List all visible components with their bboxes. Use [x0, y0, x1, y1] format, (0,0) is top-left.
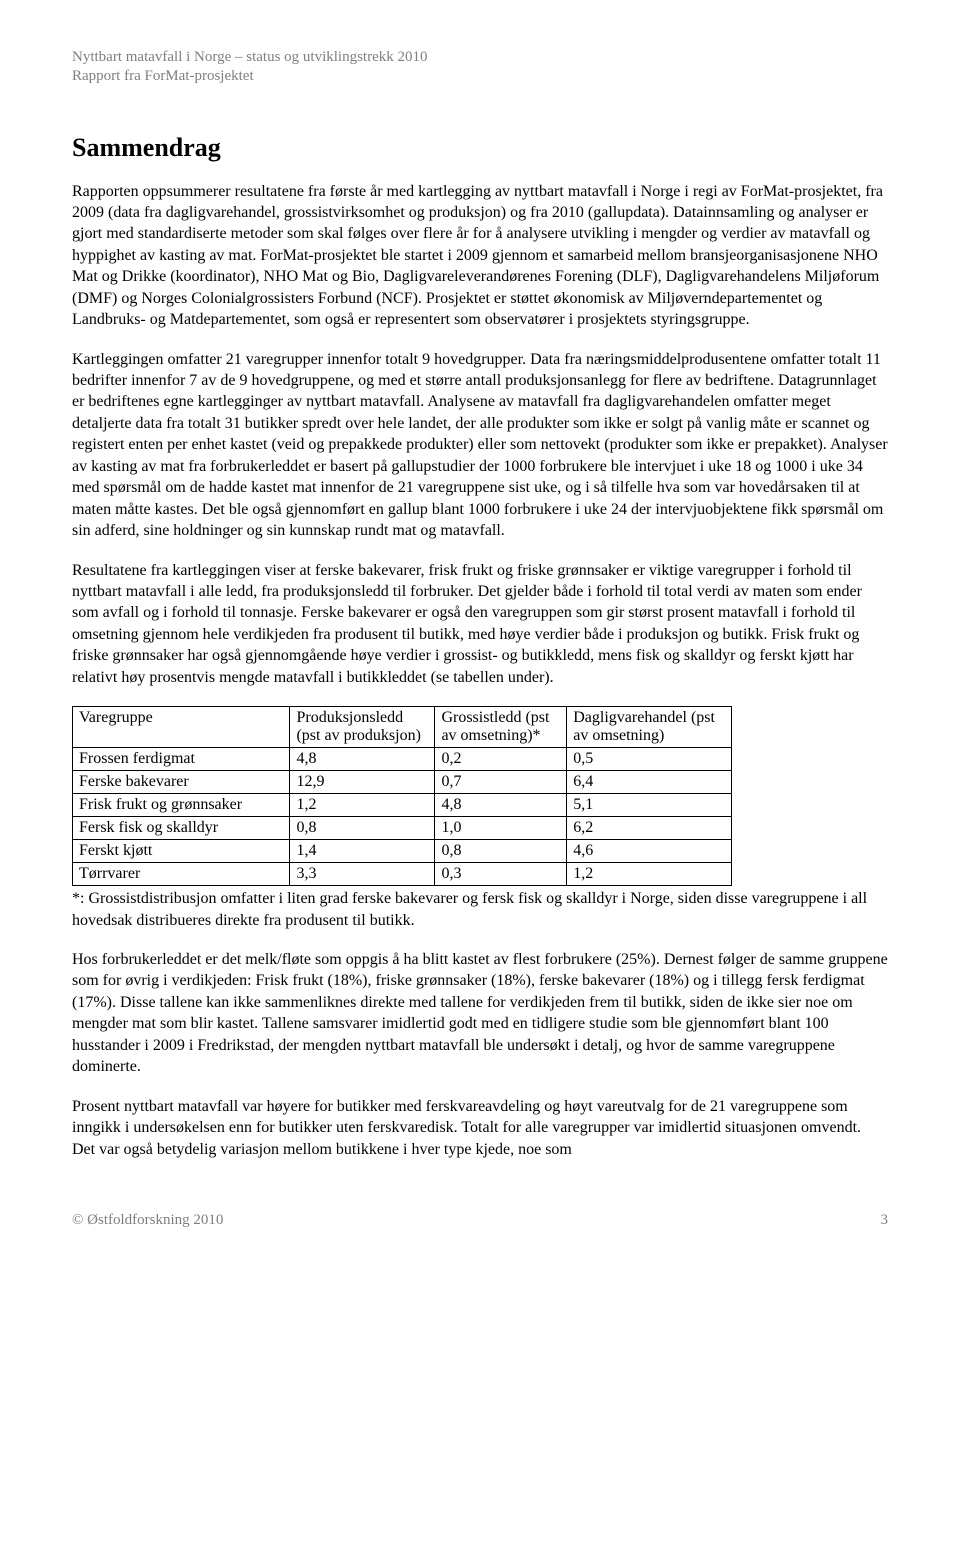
table-header-cell: Varegruppe	[73, 707, 290, 748]
table-body: Frossen ferdigmat4,80,20,5Ferske bakevar…	[73, 748, 732, 886]
table-cell: 6,4	[567, 771, 732, 794]
table-header-cell: Dagligvarehandel (pst av omsetning)	[567, 707, 732, 748]
paragraph-1: Rapporten oppsummerer resultatene fra fø…	[72, 181, 888, 331]
table-cell: 6,2	[567, 817, 732, 840]
paragraph-5: Prosent nyttbart matavfall var høyere fo…	[72, 1096, 888, 1160]
paragraph-2: Kartleggingen omfatter 21 varegrupper in…	[72, 349, 888, 542]
table-cell: 1,2	[290, 794, 435, 817]
header-title: Nyttbart matavfall i Norge – status og u…	[72, 48, 888, 68]
table-cell: 4,6	[567, 840, 732, 863]
table-footnote: *: Grossistdistribusjon omfatter i liten…	[72, 888, 888, 931]
table-cell: 0,5	[567, 748, 732, 771]
table-row: Fersk fisk og skalldyr0,81,06,2	[73, 817, 732, 840]
table-row: Frisk frukt og grønnsaker1,24,85,1	[73, 794, 732, 817]
table-cell: Frisk frukt og grønnsaker	[73, 794, 290, 817]
table-cell: 0,8	[435, 840, 567, 863]
table-cell: 1,0	[435, 817, 567, 840]
table-cell: Ferske bakevarer	[73, 771, 290, 794]
page-footer: © Østfoldforskning 2010 3	[72, 1212, 888, 1229]
table-cell: 0,7	[435, 771, 567, 794]
table-cell: Tørrvarer	[73, 863, 290, 886]
table-cell: 5,1	[567, 794, 732, 817]
table-header-row: Varegruppe Produksjonsledd (pst av produ…	[73, 707, 732, 748]
table-cell: Ferskt kjøtt	[73, 840, 290, 863]
table-cell: 3,3	[290, 863, 435, 886]
page-title: Sammendrag	[72, 133, 888, 163]
table-cell: 0,8	[290, 817, 435, 840]
paragraph-4: Hos forbrukerleddet er det melk/fløte so…	[72, 949, 888, 1078]
table-header-cell: Produksjonsledd (pst av produksjon)	[290, 707, 435, 748]
table-cell: 1,4	[290, 840, 435, 863]
table-cell: 1,2	[567, 863, 732, 886]
table-row: Ferskt kjøtt1,40,84,6	[73, 840, 732, 863]
table-cell: 4,8	[435, 794, 567, 817]
varegruppe-table: Varegruppe Produksjonsledd (pst av produ…	[72, 706, 732, 886]
table-row: Frossen ferdigmat4,80,20,5	[73, 748, 732, 771]
header-subtitle: Rapport fra ForMat-prosjektet	[72, 68, 888, 85]
table-row: Ferske bakevarer12,90,76,4	[73, 771, 732, 794]
table-row: Tørrvarer3,30,31,2	[73, 863, 732, 886]
table-cell: Fersk fisk og skalldyr	[73, 817, 290, 840]
footer-copyright: © Østfoldforskning 2010	[72, 1212, 223, 1229]
table-cell: 12,9	[290, 771, 435, 794]
table-cell: 0,2	[435, 748, 567, 771]
table-header-cell: Grossistledd (pst av omsetning)*	[435, 707, 567, 748]
table-cell: Frossen ferdigmat	[73, 748, 290, 771]
table-cell: 4,8	[290, 748, 435, 771]
footer-page-number: 3	[881, 1212, 889, 1229]
paragraph-3: Resultatene fra kartleggingen viser at f…	[72, 560, 888, 689]
table-cell: 0,3	[435, 863, 567, 886]
